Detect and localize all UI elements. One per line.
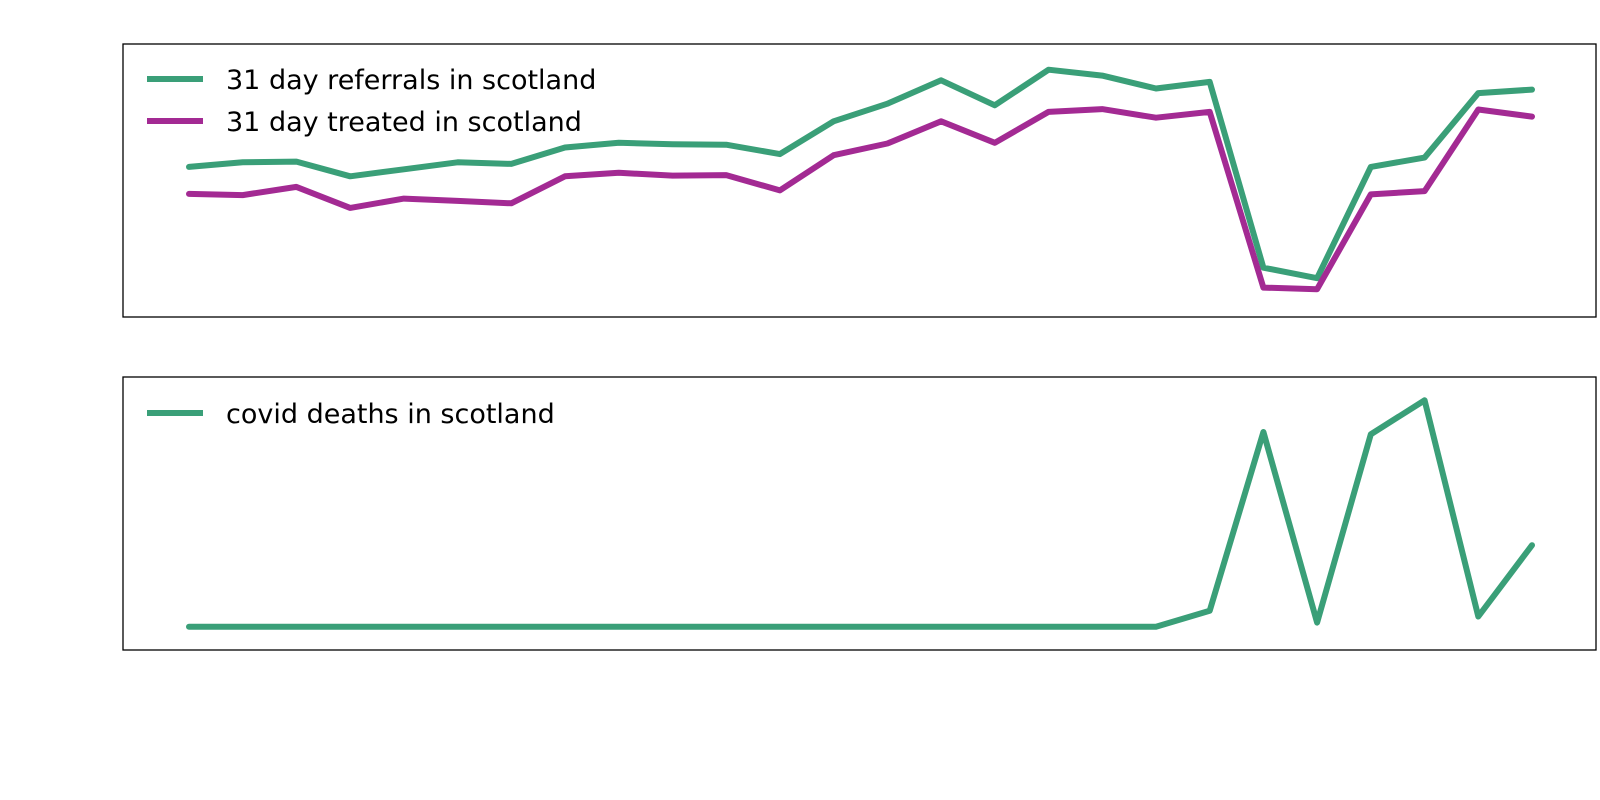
legend-label-covid: covid deaths in scotland [226,399,555,430]
bottom-panel-frame [122,376,1597,651]
legend-label-referrals: 31 day referrals in scotland [226,65,596,96]
line-covid-deaths [186,397,1535,630]
top-panel-legend: 31 day referrals in scotland 31 day trea… [147,65,596,138]
referrals-treated-panel: 31 day referrals in scotland 31 day trea… [122,43,1597,318]
top-panel-frame [122,43,1597,318]
legend-label-treated: 31 day treated in scotland [226,107,582,138]
bottom-panel-series [186,397,1535,630]
top-panel-series [186,66,1535,293]
covid-deaths-panel: covid deaths in scotland [122,376,1597,651]
bottom-panel-legend: covid deaths in scotland [147,399,555,430]
line-referrals [186,66,1535,282]
line-treated [186,106,1535,293]
